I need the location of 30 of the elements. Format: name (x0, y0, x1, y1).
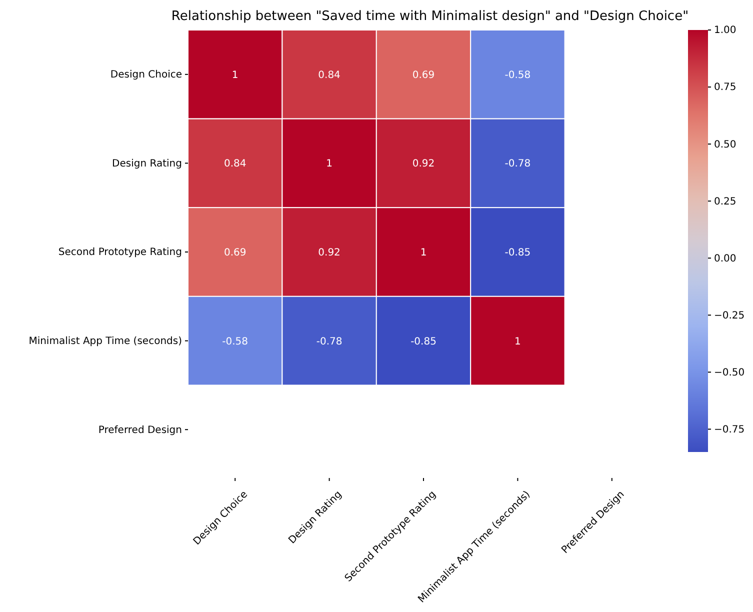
chart-title: Relationship between "Saved time with Minimalist design" and "Design Choice" (171, 9, 689, 24)
data-label: 0.92 (412, 158, 435, 170)
color-bar-label: 0.00 (714, 253, 736, 264)
data-label: -0.78 (504, 158, 531, 170)
color-bar-label: −0.75 (714, 424, 745, 436)
data-label: 1 (326, 158, 332, 170)
data-label: 0.84 (224, 158, 246, 170)
data-label: 0.92 (318, 248, 340, 258)
color-bar-label: 1.00 (714, 25, 736, 36)
color-bar-label: −0.50 (714, 367, 745, 378)
data-label: -0.85 (410, 336, 436, 348)
y-tick-label: Design Rating (112, 158, 182, 170)
data-label: 1 (420, 248, 427, 258)
data-label: -0.85 (504, 248, 531, 258)
y-tick-label: Second Prototype Rating (58, 247, 182, 258)
color-bar-label: 0.75 (714, 82, 736, 94)
data-label: 1 (232, 70, 238, 81)
data-label: 0.69 (224, 248, 246, 258)
data-label: 1 (514, 336, 521, 348)
color-bar-label: −0.25 (714, 310, 745, 322)
data-label: -0.58 (222, 336, 248, 348)
y-tick-label: Minimalist App Time (seconds) (28, 336, 182, 347)
data-label: 0.69 (412, 70, 435, 81)
data-label: 0.84 (318, 70, 340, 81)
color-bar-label: 0.50 (714, 139, 736, 150)
color-bar-label: 0.25 (714, 196, 736, 208)
data-label: -0.78 (316, 336, 342, 348)
y-tick-label: Preferred Design (98, 424, 182, 436)
data-label: -0.58 (504, 70, 531, 81)
y-tick-label: Design Choice (110, 70, 182, 81)
